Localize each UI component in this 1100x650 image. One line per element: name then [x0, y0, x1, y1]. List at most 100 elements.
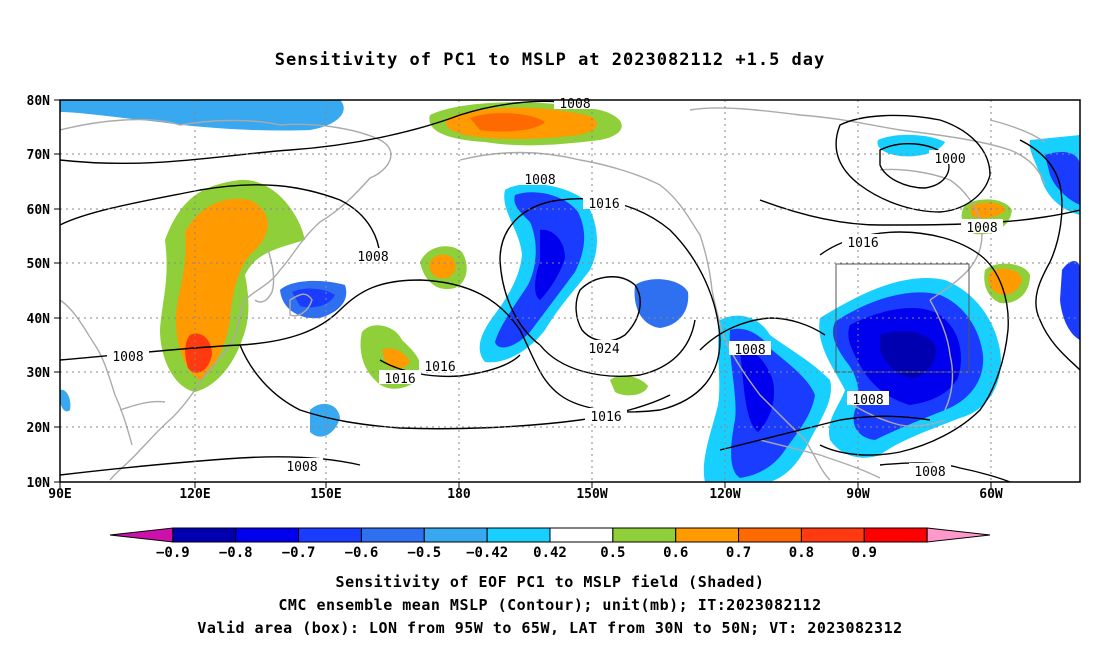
colorbar-label: −0.9 — [156, 545, 190, 561]
contour-label: 1016 — [585, 408, 627, 425]
lat-label: 40N — [27, 312, 51, 327]
colorbar-segment — [675, 527, 740, 543]
colorbar-label: 0.5 — [600, 545, 625, 561]
contour-label: 1016 — [842, 234, 884, 251]
svg-text:1008: 1008 — [914, 465, 945, 480]
contour-label: 1008 — [909, 463, 951, 480]
tick-marks — [54, 99, 992, 488]
negative-region-east-us-darkest — [880, 331, 936, 378]
colorbar-label: −0.8 — [219, 545, 253, 561]
colorbar-label: 0.9 — [852, 545, 877, 561]
svg-text:1008: 1008 — [357, 250, 388, 265]
svg-text:1000: 1000 — [934, 152, 965, 167]
colorbar-segment — [360, 527, 425, 543]
contour-label: 1008 — [519, 171, 561, 188]
mslp-contours — [60, 100, 1080, 482]
colorbar-segment — [612, 527, 677, 543]
contour-label: 1024 — [583, 340, 625, 357]
lat-label: 80N — [27, 94, 51, 109]
positive-region-north-pacific-core — [429, 254, 456, 279]
lon-label: 90W — [846, 487, 870, 502]
negative-region-pacific-jet-core — [535, 229, 565, 300]
colorbar-segment — [738, 527, 802, 543]
lon-label: 60W — [979, 487, 1003, 502]
shaded-sensitivity-layer — [60, 100, 1080, 482]
negative-region-arctic-west — [60, 100, 344, 131]
map-frame — [59, 99, 1081, 483]
contour-label: 1008 — [961, 219, 1003, 236]
colorbar-arrow-max — [926, 527, 991, 543]
colorbar-label: −0.7 — [282, 545, 316, 561]
contour-label: 1008 — [847, 391, 889, 408]
svg-text:1016: 1016 — [590, 410, 621, 425]
longitude-labels: 90E 120E 150E 180 150W 120W 90W 60W — [48, 487, 1003, 502]
colorbar-label: 0.6 — [663, 545, 688, 561]
colorbar-segment — [863, 527, 928, 543]
svg-text:1008: 1008 — [112, 350, 143, 365]
colorbar-segment — [549, 527, 614, 543]
negative-region-japan-core — [292, 288, 335, 308]
colorbar-segment — [423, 527, 488, 543]
contour-label: 1000 — [929, 150, 971, 167]
colorbar-arrow-min — [109, 527, 174, 543]
lat-label: 50N — [27, 257, 51, 272]
negative-region-atlantic-east — [1060, 261, 1080, 340]
lon-label: 180 — [447, 487, 471, 502]
colorbar: −0.9 −0.8 −0.7 −0.6 −0.5 −0.42 0.42 0.5 0.6 0.7 0.… — [109, 527, 991, 561]
contour-labels: 1008 1008 1016 1008 1016 1016 1024 1016 … — [107, 95, 1003, 480]
lat-label: 70N — [27, 148, 51, 163]
svg-text:1008: 1008 — [966, 221, 997, 236]
lat-label: 30N — [27, 366, 51, 381]
lon-label: 120E — [179, 487, 210, 502]
svg-text:1016: 1016 — [384, 372, 415, 387]
contour-label: 1008 — [107, 348, 149, 365]
lon-label: 150W — [576, 487, 607, 502]
colorbar-segment — [486, 527, 551, 543]
positive-region-central-pacific-core — [382, 348, 410, 369]
footer-line-2: CMC ensemble mean MSLP (Contour); unit(m… — [278, 596, 822, 614]
svg-text:1016: 1016 — [588, 197, 619, 212]
negative-region-canada-east-core — [1045, 152, 1080, 205]
negative-region-east-pacific — [634, 279, 689, 328]
contour-label: 1016 — [379, 370, 421, 387]
contour-label: 1016 — [583, 195, 625, 212]
positive-region-east-asia-red — [185, 333, 212, 373]
colorbar-segment — [800, 527, 865, 543]
colorbar-segment — [298, 527, 362, 543]
svg-text:1008: 1008 — [286, 460, 317, 475]
coastlines — [60, 107, 1046, 481]
lat-label: 60N — [27, 203, 51, 218]
colorbar-label: −0.42 — [466, 545, 508, 561]
colorbar-label: −0.6 — [345, 545, 379, 561]
colorbar-segment — [172, 527, 237, 543]
contour-label: 1008 — [554, 95, 596, 112]
svg-text:1024: 1024 — [588, 342, 619, 357]
svg-text:1008: 1008 — [524, 173, 555, 188]
footer-line-3: Valid area (box): LON from 95W to 65W, L… — [197, 619, 903, 637]
negative-region-west-pacific — [310, 403, 340, 437]
contour-label: 1016 — [419, 358, 461, 375]
footer-line-1: Sensitivity of EOF PC1 to MSLP field (Sh… — [335, 573, 765, 591]
negative-region-small-india — [60, 389, 71, 412]
colorbar-label: −0.5 — [407, 545, 441, 561]
svg-text:1008: 1008 — [734, 343, 765, 358]
negative-region-hudson-north — [877, 134, 945, 157]
contour-label: 1008 — [281, 458, 323, 475]
colorbar-label: 0.8 — [789, 545, 814, 561]
lat-label: 10N — [27, 476, 51, 491]
lon-label: 150E — [310, 487, 341, 502]
positive-region-small-1 — [610, 375, 648, 396]
colorbar-segment — [235, 527, 300, 543]
colorbar-label: 0.42 — [533, 545, 567, 561]
svg-text:1016: 1016 — [847, 236, 878, 251]
svg-text:1016: 1016 — [424, 360, 455, 375]
lon-label: 120W — [709, 487, 740, 502]
positive-region-arctic-red — [470, 113, 545, 132]
positive-region-hudson-core — [970, 202, 1006, 218]
contour-label: 1008 — [352, 248, 394, 265]
latitude-labels: 80N 70N 60N 50N 40N 30N 20N 10N — [27, 94, 51, 491]
map-title: Sensitivity of PC1 to MSLP at 2023082112… — [274, 50, 826, 70]
contour-label: 1008 — [729, 341, 771, 358]
colorbar-label: 0.7 — [726, 545, 751, 561]
